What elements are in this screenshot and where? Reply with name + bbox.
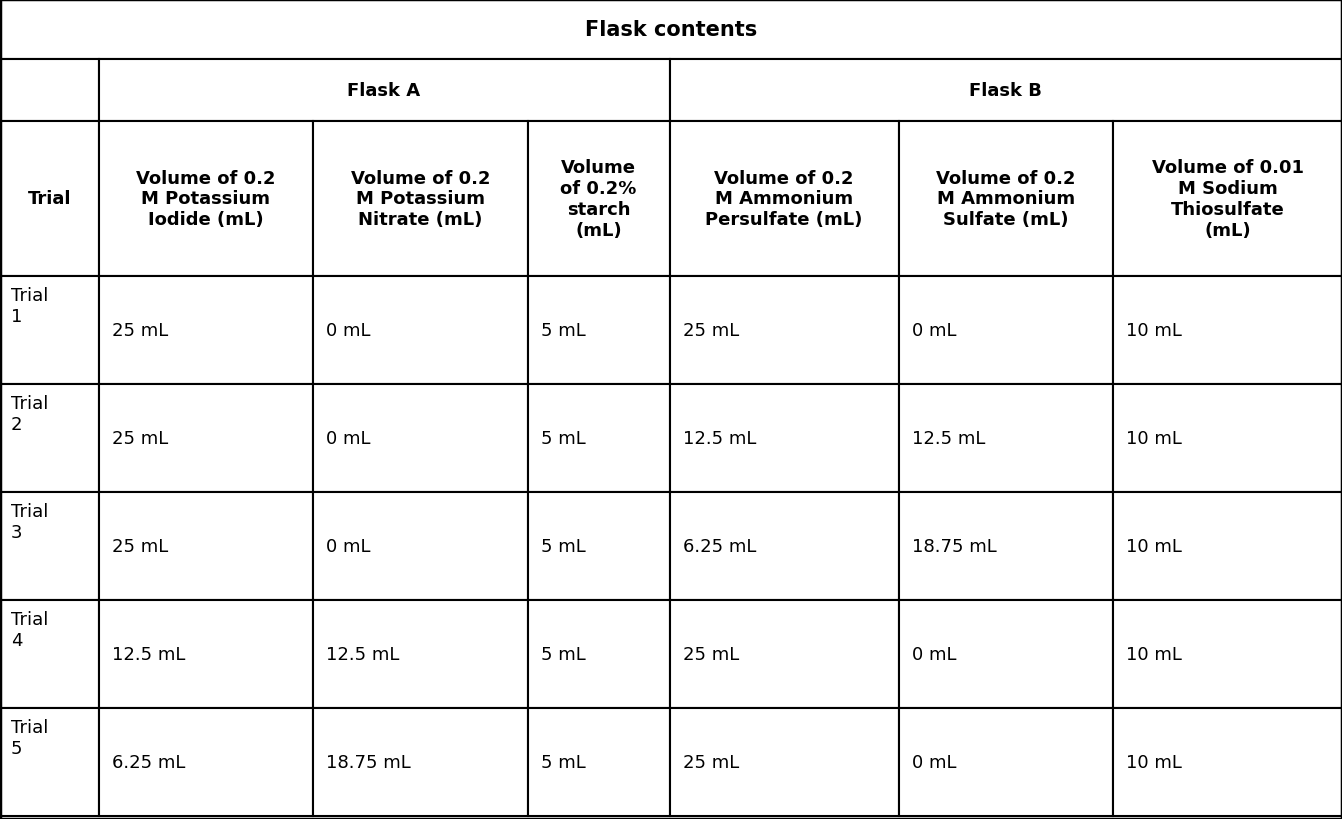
Text: 5 mL: 5 mL xyxy=(541,537,585,555)
Bar xyxy=(98,600,313,708)
Text: Volume of 0.2
M Potassium
Nitrate (mL): Volume of 0.2 M Potassium Nitrate (mL) xyxy=(350,170,490,229)
Bar xyxy=(670,122,899,277)
Text: Trial
5: Trial 5 xyxy=(11,718,48,757)
Bar xyxy=(670,600,899,708)
Bar xyxy=(1113,708,1342,816)
Text: 10 mL: 10 mL xyxy=(1126,322,1182,340)
Bar xyxy=(313,385,527,492)
Bar xyxy=(313,600,527,708)
Text: Trial
2: Trial 2 xyxy=(11,395,48,433)
Bar xyxy=(98,60,670,122)
Text: 12.5 mL: 12.5 mL xyxy=(111,645,185,663)
Bar xyxy=(670,385,899,492)
Text: 6.25 mL: 6.25 mL xyxy=(683,537,757,555)
Bar xyxy=(899,122,1113,277)
Text: 6.25 mL: 6.25 mL xyxy=(111,753,185,771)
Bar xyxy=(899,492,1113,600)
Text: 12.5 mL: 12.5 mL xyxy=(326,645,400,663)
Text: 0 mL: 0 mL xyxy=(913,753,957,771)
Text: Volume
of 0.2%
starch
(mL): Volume of 0.2% starch (mL) xyxy=(561,159,636,239)
Text: Trial
3: Trial 3 xyxy=(11,502,48,541)
Text: 10 mL: 10 mL xyxy=(1126,429,1182,447)
Bar xyxy=(527,385,670,492)
Text: 18.75 mL: 18.75 mL xyxy=(913,537,997,555)
Text: Trial: Trial xyxy=(28,190,71,208)
Bar xyxy=(98,708,313,816)
Bar xyxy=(313,492,527,600)
Text: Volume of 0.01
M Sodium
Thiosulfate
(mL): Volume of 0.01 M Sodium Thiosulfate (mL) xyxy=(1151,159,1303,239)
Text: 5 mL: 5 mL xyxy=(541,753,585,771)
Bar xyxy=(0,708,98,816)
Text: 0 mL: 0 mL xyxy=(326,322,370,340)
Bar xyxy=(527,600,670,708)
Text: 10 mL: 10 mL xyxy=(1126,645,1182,663)
Text: Flask contents: Flask contents xyxy=(585,20,757,40)
Text: 25 mL: 25 mL xyxy=(111,429,168,447)
Text: Volume of 0.2
M Ammonium
Persulfate (mL): Volume of 0.2 M Ammonium Persulfate (mL) xyxy=(706,170,863,229)
Text: 0 mL: 0 mL xyxy=(913,322,957,340)
Text: 25 mL: 25 mL xyxy=(683,322,739,340)
Bar xyxy=(98,492,313,600)
Text: 0 mL: 0 mL xyxy=(326,429,370,447)
Bar xyxy=(670,277,899,385)
Bar xyxy=(527,708,670,816)
Bar xyxy=(98,277,313,385)
Text: Trial
4: Trial 4 xyxy=(11,610,48,649)
Bar xyxy=(0,122,98,277)
Text: 5 mL: 5 mL xyxy=(541,429,585,447)
Bar xyxy=(98,122,313,277)
Bar xyxy=(899,708,1113,816)
Bar xyxy=(0,0,1342,60)
Text: 18.75 mL: 18.75 mL xyxy=(326,753,411,771)
Bar xyxy=(0,492,98,600)
Text: Flask A: Flask A xyxy=(348,82,420,100)
Bar xyxy=(0,600,98,708)
Bar xyxy=(527,492,670,600)
Bar xyxy=(1113,277,1342,385)
Bar xyxy=(1113,492,1342,600)
Bar xyxy=(313,122,527,277)
Bar xyxy=(0,385,98,492)
Bar xyxy=(670,708,899,816)
Text: 25 mL: 25 mL xyxy=(111,537,168,555)
Bar xyxy=(1113,600,1342,708)
Bar xyxy=(0,277,98,385)
Bar xyxy=(899,277,1113,385)
Text: Trial
1: Trial 1 xyxy=(11,287,48,325)
Text: 10 mL: 10 mL xyxy=(1126,537,1182,555)
Bar xyxy=(313,708,527,816)
Text: 10 mL: 10 mL xyxy=(1126,753,1182,771)
Bar xyxy=(313,277,527,385)
Text: Volume of 0.2
M Ammonium
Sulfate (mL): Volume of 0.2 M Ammonium Sulfate (mL) xyxy=(935,170,1075,229)
Bar xyxy=(527,277,670,385)
Bar xyxy=(1113,385,1342,492)
Bar xyxy=(899,600,1113,708)
Bar xyxy=(899,385,1113,492)
Text: Volume of 0.2
M Potassium
Iodide (mL): Volume of 0.2 M Potassium Iodide (mL) xyxy=(136,170,275,229)
Text: 25 mL: 25 mL xyxy=(683,645,739,663)
Text: 25 mL: 25 mL xyxy=(683,753,739,771)
Bar xyxy=(1113,122,1342,277)
Bar xyxy=(0,60,98,122)
Text: 25 mL: 25 mL xyxy=(111,322,168,340)
Bar xyxy=(98,385,313,492)
Text: 12.5 mL: 12.5 mL xyxy=(683,429,757,447)
Bar xyxy=(527,122,670,277)
Bar xyxy=(670,492,899,600)
Text: Flask B: Flask B xyxy=(969,82,1043,100)
Text: 5 mL: 5 mL xyxy=(541,322,585,340)
Text: 0 mL: 0 mL xyxy=(326,537,370,555)
Text: 12.5 mL: 12.5 mL xyxy=(913,429,985,447)
Text: 5 mL: 5 mL xyxy=(541,645,585,663)
Bar xyxy=(670,60,1342,122)
Text: 0 mL: 0 mL xyxy=(913,645,957,663)
